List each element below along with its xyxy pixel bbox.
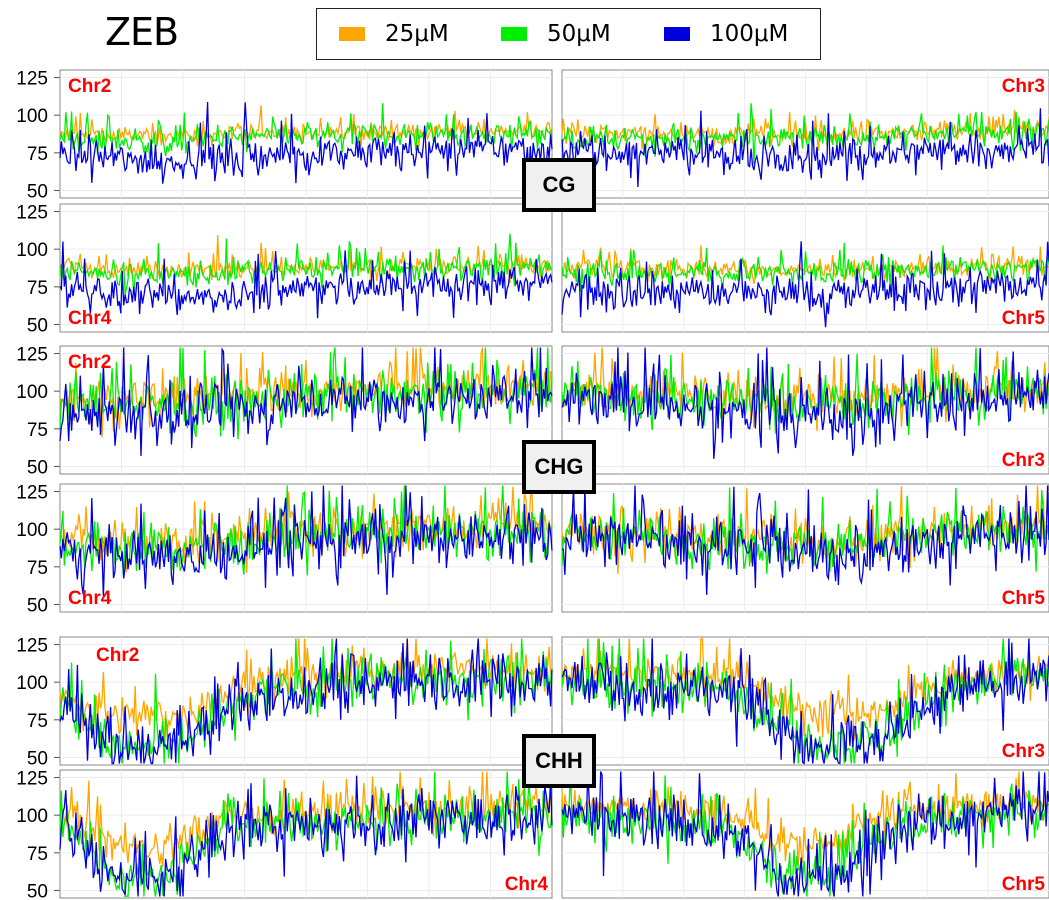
- legend-swatch-100uM: [664, 27, 690, 41]
- y-tick-label: 75: [27, 558, 48, 579]
- panel-chg-chr3: Chr3: [561, 345, 1049, 475]
- panel-chg-chr4: 50 75 100 125 Chr4: [16, 483, 553, 616]
- y-tick-label: 100: [16, 240, 48, 261]
- chromosome-label: Chr4: [505, 874, 549, 895]
- series-line-50μM: [561, 242, 1049, 292]
- series-line-100μM: [561, 347, 1049, 459]
- y-tick-label: 75: [27, 844, 48, 865]
- series-line-100μM: [59, 347, 553, 456]
- series-line-100μM: [561, 771, 1049, 897]
- series-line-50μM: [561, 487, 1049, 574]
- series-line-100μM: [59, 241, 553, 319]
- series-line-100μM: [561, 108, 1049, 188]
- series-line-100μM: [561, 638, 1049, 765]
- y-tick-label: 50: [27, 881, 48, 900]
- legend-label-25uM: 25μM: [385, 21, 449, 47]
- y-tick-label: 125: [16, 483, 48, 504]
- legend-swatch-50uM: [501, 27, 527, 41]
- chromosome-label: Chr5: [1002, 874, 1046, 895]
- panel-chh-chr5: Chr5: [561, 769, 1049, 899]
- y-tick-label: 50: [27, 181, 48, 202]
- chromosome-label: Chr3: [1002, 450, 1045, 471]
- y-tick-label: 50: [27, 315, 48, 336]
- y-tick-label: 125: [16, 345, 48, 366]
- chromosome-label: Chr2: [96, 645, 139, 666]
- series-line-100μM: [561, 485, 1049, 595]
- panel-cg-chr5: Chr5: [561, 203, 1049, 333]
- series-line-50μM: [561, 103, 1049, 165]
- legend-label-50uM: 50μM: [547, 21, 611, 47]
- chromosome-label: Chr4: [68, 308, 112, 329]
- panel-chg-chr5: Chr5: [561, 483, 1049, 613]
- panel-chh-chr4: 50 75 100 125 Chr4: [16, 769, 553, 900]
- chromosome-label: Chr5: [1002, 588, 1046, 609]
- series-line-100μM: [59, 638, 553, 765]
- y-tick-label: 75: [27, 711, 48, 732]
- y-tick-label: 125: [16, 203, 48, 224]
- panel-chh-chr2: 50 75 100 125 Chr2: [16, 636, 553, 769]
- series-line-100μM: [59, 485, 553, 597]
- y-tick-label: 75: [27, 420, 48, 441]
- series-line-100μM: [561, 241, 1049, 328]
- y-tick-label: 100: [16, 382, 48, 403]
- series-line-25μM: [59, 638, 553, 743]
- panel-cg-chr3: Chr3: [561, 69, 1049, 199]
- series-line-25μM: [561, 771, 1049, 866]
- series-line-100μM: [59, 775, 553, 897]
- figure-title: ZEB: [105, 10, 179, 54]
- panel-cg-chr2: 50 75 100 125 Chr2: [16, 69, 553, 202]
- y-tick-label: 125: [16, 69, 48, 90]
- series-line-50μM: [59, 233, 553, 295]
- series-line-25μM: [561, 347, 1049, 431]
- series-line-50μM: [59, 103, 553, 159]
- chromosome-label: Chr2: [68, 352, 111, 373]
- y-tick-label: 100: [16, 106, 48, 127]
- y-tick-label: 100: [16, 673, 48, 694]
- series-line-25μM: [561, 245, 1049, 284]
- series-line-100μM: [59, 101, 553, 184]
- context-badge-chg: CHG: [522, 440, 596, 494]
- legend: 25μM 50μM 100μM: [316, 8, 821, 60]
- panel-cg-chr4: 50 75 100 125 Chr4: [16, 203, 553, 336]
- legend-swatch-25uM: [339, 27, 365, 41]
- chromosome-label: Chr3: [1002, 76, 1045, 97]
- y-tick-label: 100: [16, 520, 48, 541]
- y-tick-label: 125: [16, 769, 48, 790]
- y-tick-label: 50: [27, 457, 48, 478]
- panel-chg-chr2: 50 75 100 125 Chr2: [16, 345, 553, 478]
- chromosome-label: Chr3: [1002, 741, 1045, 762]
- context-badge-chh: CHH: [522, 734, 596, 788]
- context-badge-cg: CG: [522, 158, 596, 212]
- y-tick-label: 50: [27, 748, 48, 769]
- chromosome-label: Chr4: [68, 588, 112, 609]
- legend-label-100uM: 100μM: [710, 21, 789, 47]
- series-line-25μM: [59, 105, 553, 148]
- y-tick-label: 75: [27, 144, 48, 165]
- chromosome-label: Chr2: [68, 76, 111, 97]
- y-tick-label: 75: [27, 278, 48, 299]
- chromosome-label: Chr5: [1002, 308, 1046, 329]
- panel-chh-chr3: Chr3: [561, 636, 1049, 766]
- y-tick-label: 50: [27, 595, 48, 616]
- y-tick-label: 100: [16, 806, 48, 827]
- y-tick-label: 125: [16, 636, 48, 657]
